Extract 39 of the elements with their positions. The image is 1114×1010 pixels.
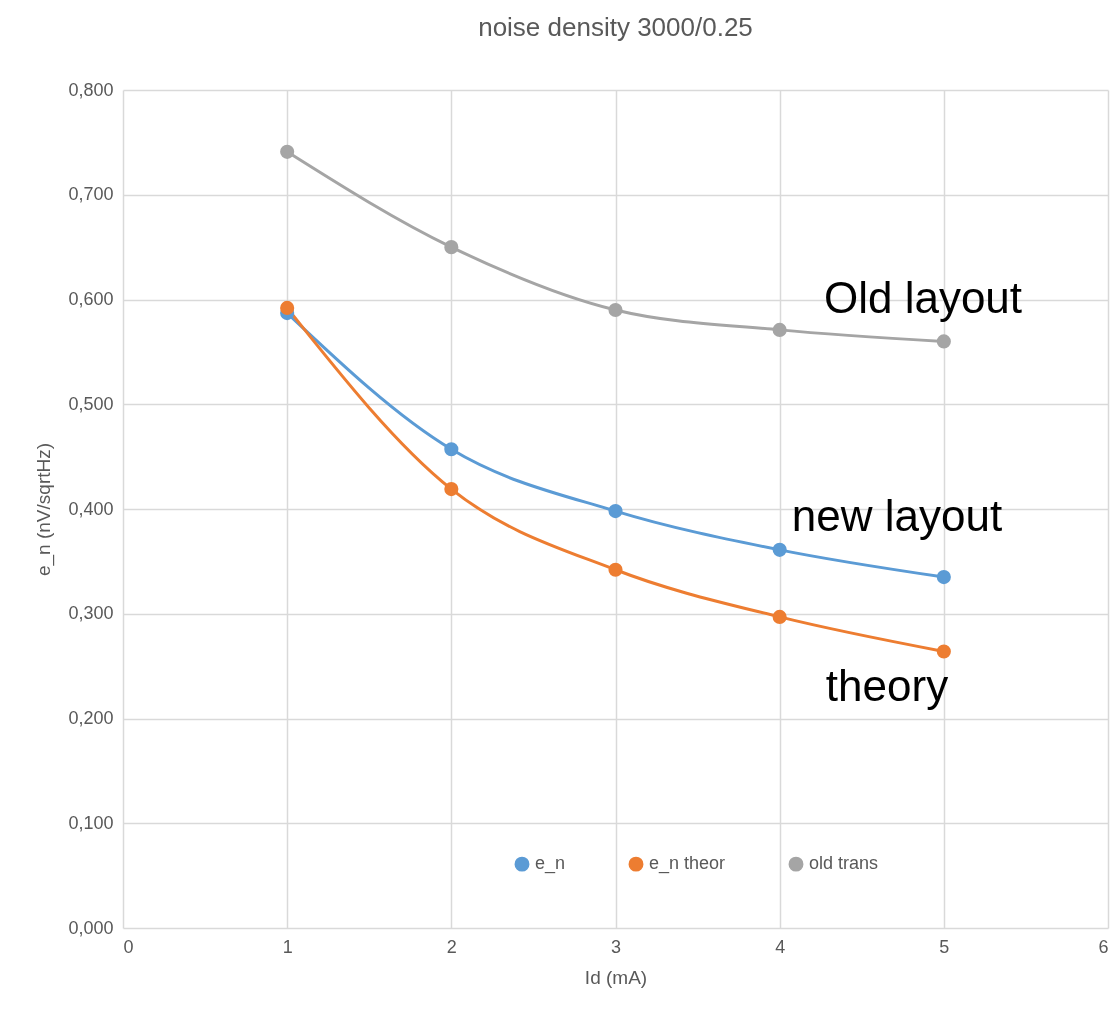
point: [772, 609, 787, 624]
y-tick-label: 0,500: [68, 393, 114, 414]
legend-label: e_n theor: [649, 853, 726, 875]
y-tick-label: 0,300: [68, 603, 114, 624]
point: [444, 240, 459, 255]
point: [608, 504, 623, 519]
point: [936, 570, 951, 585]
y-axis-title: e_n (nV/sqrtHz): [33, 442, 56, 577]
y-tick-label: 0,000: [68, 917, 114, 938]
point: [444, 442, 459, 457]
x-tick-label: 2: [446, 936, 457, 957]
point: [936, 334, 951, 349]
y-tick-label: 0,100: [68, 812, 114, 833]
x-tick-label: 4: [775, 936, 786, 957]
point: [608, 562, 623, 577]
point: [608, 302, 623, 318]
x-axis-title: Id (mA): [584, 966, 648, 988]
point: [280, 300, 295, 315]
annotation: theory: [825, 661, 949, 710]
annotation: Old layout: [823, 273, 1023, 322]
legend-label: e_n: [535, 853, 566, 875]
x-tick-label: 3: [610, 936, 622, 957]
y-tick-label: 0,800: [68, 79, 114, 100]
x-tick-label: 0: [123, 936, 134, 957]
y-tick-label: 0,400: [68, 498, 114, 519]
annotation: new layout: [791, 491, 1003, 540]
point: [772, 322, 787, 337]
legend-label: old trans: [809, 853, 879, 874]
x-tick-label: 1: [282, 936, 293, 957]
point: [772, 542, 787, 557]
chart-title: noise density 3000/0.25: [478, 12, 753, 42]
y-tick-label: 0,600: [68, 289, 114, 309]
x-tick-label: 5: [939, 936, 950, 957]
point: [444, 482, 459, 497]
x-tick-label: 6: [1098, 936, 1109, 957]
point: [936, 644, 951, 659]
y-tick-label: 0,200: [68, 708, 114, 728]
point: [280, 144, 295, 159]
y-tick-label: 0,700: [68, 184, 114, 205]
